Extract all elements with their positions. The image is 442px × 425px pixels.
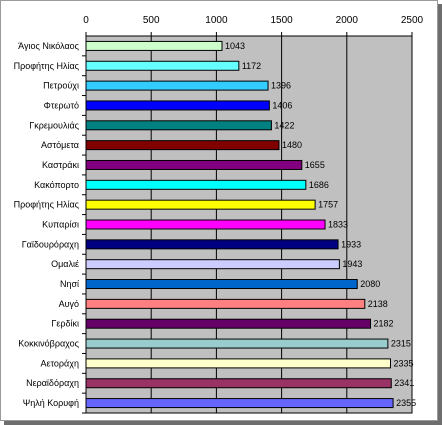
value-label-13: 2138 [368,299,388,309]
x-tick-label-0: 0 [83,15,89,26]
category-label-18: Ψηλή Κορυφή [23,398,79,408]
category-label-0: Άγιος Νικόλαος [18,41,79,51]
value-label-9: 1833 [328,220,348,230]
bar-11 [85,259,340,270]
bar-18 [85,398,394,409]
value-label-2: 1396 [271,81,291,91]
x-tick-label-4: 2000 [336,15,359,26]
bar-1 [85,60,240,71]
bar-7 [85,179,307,190]
category-label-16: Αετοράχη [40,358,79,368]
value-label-3: 1406 [272,100,292,110]
category-label-14: Γερδίκι [51,319,79,329]
category-label-4: Γκρεμουλιάς [29,120,79,130]
category-label-3: Φτερωτό [44,100,79,110]
category-label-11: Ομαλιέ [51,259,79,269]
value-label-5: 1480 [282,140,302,150]
x-tick-label-5: 2500 [401,15,424,26]
value-label-6: 1655 [305,160,325,170]
category-label-12: Νησί [60,279,79,289]
bar-8 [85,199,316,210]
x-tick-label-2: 1000 [205,15,228,26]
value-label-17: 2341 [394,378,414,388]
category-label-5: Αστόμετα [41,140,79,150]
bar-14 [85,318,372,329]
bar-6 [85,159,303,170]
value-label-18: 2355 [396,398,416,408]
category-label-15: Κοκκινόβραχος [18,339,79,349]
value-label-11: 1943 [342,259,362,269]
bar-9 [85,219,326,230]
x-tick-label-3: 1500 [270,15,293,26]
bar-4 [85,120,272,131]
value-label-8: 1757 [318,200,338,210]
category-label-2: Πετρούχι [43,81,79,91]
bar-chart: 0 500 1000 1500 2000 2500 Άγιος Νικόλαος 1043 Πρ… [14,15,424,414]
bar-2 [85,80,269,91]
value-label-7: 1686 [309,180,329,190]
x-tick-label-1: 500 [143,15,160,26]
value-label-0: 1043 [225,41,245,51]
value-label-12: 2080 [360,279,380,289]
bar-15 [85,338,389,349]
value-label-16: 2335 [393,358,413,368]
bar-16 [85,358,391,369]
bar-13 [85,298,366,309]
value-label-4: 1422 [274,120,294,130]
bar-0 [85,40,223,51]
value-label-10: 1933 [341,239,361,249]
bar-17 [85,378,392,389]
category-label-8: Προφήτης Ηλίας [14,200,80,210]
bar-12 [85,279,358,290]
bar-3 [85,100,270,111]
value-label-14: 2182 [374,319,394,329]
category-label-7: Κακόπορτο [34,180,79,190]
value-label-15: 2315 [391,339,411,349]
category-label-9: Κυπαρίσι [42,220,79,230]
bar-10 [85,239,339,250]
category-label-17: Νεραϊδόραχη [26,378,79,388]
category-label-1: Προφήτης Ηλίας [14,61,80,71]
bar-5 [85,140,280,151]
value-label-1: 1172 [242,61,261,71]
plot-border [85,35,413,414]
category-label-10: Γαϊδουρόραχη [22,239,79,249]
category-label-13: Αυγό [59,299,79,309]
category-label-6: Καστράκι [42,160,79,170]
